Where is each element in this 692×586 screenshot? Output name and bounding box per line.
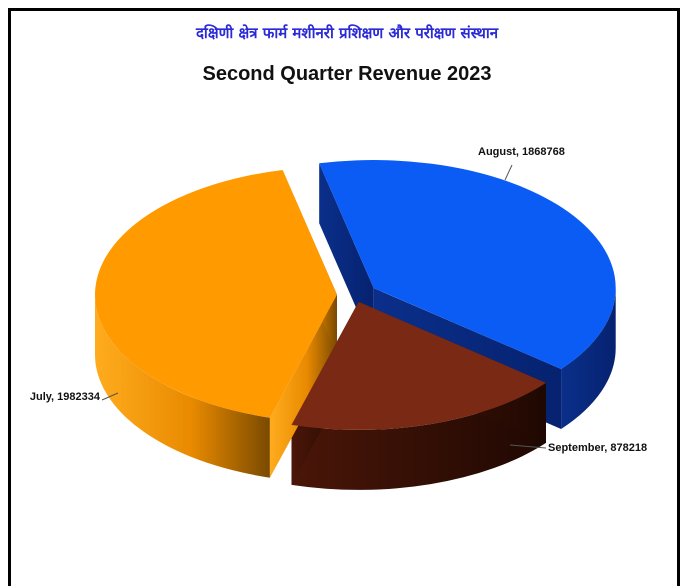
pie-cut-july-0 [269,294,338,478]
pie-side-september [291,382,546,490]
pie-slice-july [95,170,337,418]
organization-name: दक्षिणी क्षेत्र फार्म मशीनरी प्रशिक्षण औ… [195,24,499,42]
pie-side-july [94,294,270,478]
pie-slice-september [291,301,546,430]
pie-slice-august [319,160,616,369]
pie-cut-august-0 [319,163,374,349]
data-label-august: August, 1868768 [478,146,565,158]
leader-line-september [509,444,547,449]
pie-side-august [561,288,616,429]
data-label-september: September, 878218 [548,442,647,454]
chart-title: Second Quarter Revenue 2023 [202,63,492,85]
leader-line-july [101,392,119,401]
data-label-july: July, 1982334 [30,391,101,403]
leader-line-august [504,164,513,181]
